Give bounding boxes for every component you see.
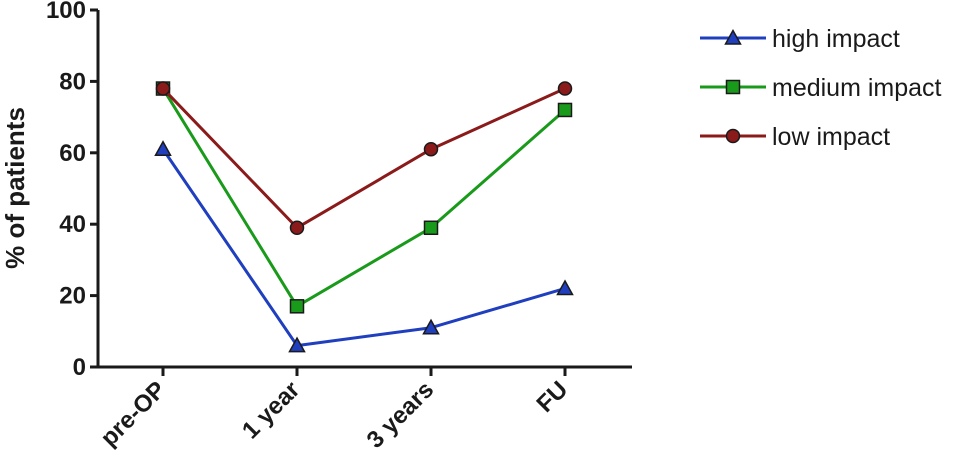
legend: high impact medium impact low impact <box>700 25 942 151</box>
data-point <box>423 141 439 157</box>
data-point <box>423 220 439 236</box>
x-tick-label: 1 year <box>237 376 305 444</box>
legend-marker <box>724 28 742 45</box>
y-tick-label: 80 <box>59 68 86 95</box>
y-tick-label: 0 <box>73 354 86 381</box>
y-axis-title: % of patients <box>0 107 30 269</box>
legend-label: low impact <box>772 123 890 151</box>
data-point <box>422 318 440 335</box>
x-axis: pre-OP 1 year 3 years FU <box>96 365 632 454</box>
x-tick-label: FU <box>532 376 574 418</box>
series-line <box>161 87 566 308</box>
series-line <box>161 148 566 348</box>
y-tick-label: 20 <box>59 283 86 310</box>
data-point <box>288 336 306 353</box>
legend-marker <box>725 79 741 95</box>
y-axis: 0 20 40 60 80 100 <box>46 0 100 381</box>
data-point <box>289 299 305 314</box>
legend-item: low impact <box>700 123 890 151</box>
data-point <box>289 220 305 236</box>
y-tick-label: 100 <box>46 0 86 24</box>
legend-label: medium impact <box>772 74 942 102</box>
legend-item: high impact <box>700 25 900 53</box>
data-point <box>557 81 573 96</box>
series-high-impact <box>154 140 574 353</box>
series-line <box>161 87 566 230</box>
series-medium-impact <box>155 81 573 314</box>
x-tick-label: 3 years <box>362 376 440 454</box>
data-point <box>556 279 574 296</box>
data-point <box>154 140 172 156</box>
legend-marker <box>725 128 741 144</box>
legend-item: medium impact <box>700 74 942 102</box>
series-layer <box>154 81 574 353</box>
series-low-impact <box>155 81 573 236</box>
legend-label: high impact <box>772 25 900 53</box>
data-point <box>155 81 171 96</box>
y-tick-label: 60 <box>59 140 86 167</box>
y-tick-label: 40 <box>59 211 86 238</box>
x-tick-label: pre-OP <box>96 376 172 452</box>
data-point <box>557 102 573 118</box>
